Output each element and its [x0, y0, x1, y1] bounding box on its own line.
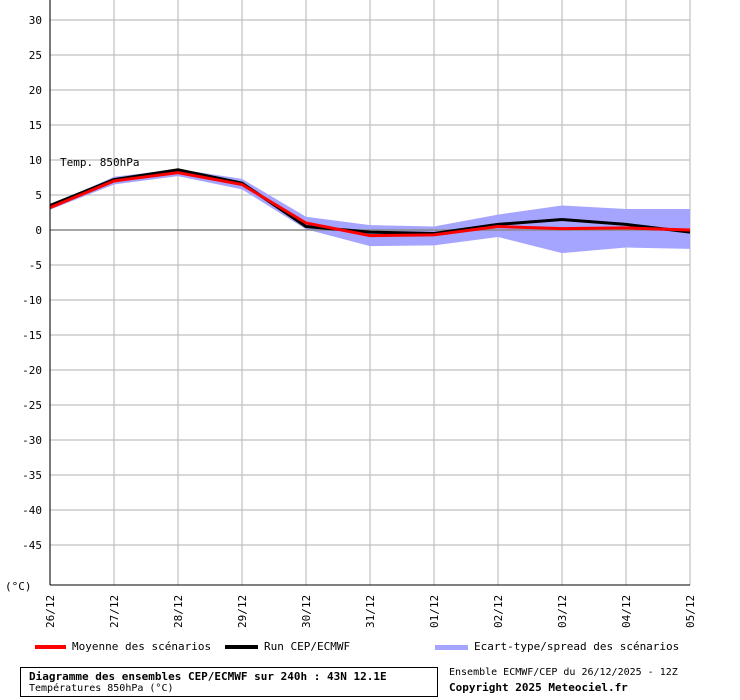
x-tick-label: 31/12 [364, 595, 377, 628]
y-tick-label: -20 [22, 364, 42, 377]
y-tick-label: 30 [29, 14, 42, 27]
y-tick-label: 0 [35, 224, 42, 237]
legend-label-run: Run CEP/ECMWF [264, 640, 351, 653]
legend-item-mean: Moyenne des scénarios [35, 640, 211, 654]
legend-item-run: Run CEP/ECMWF [225, 640, 350, 654]
y-tick-label: -25 [22, 399, 42, 412]
y-tick-label: 10 [29, 154, 42, 167]
x-tick-labels: 26/12 27/12 28/12 29/12 30/12 31/12 01/12 02/12… [44, 595, 697, 628]
y-tick-label: 20 [29, 84, 42, 97]
x-tick-label: 27/12 [108, 595, 121, 628]
x-tick-label: 01/12 [428, 595, 441, 628]
legend-label-mean: Moyenne des scénarios [72, 640, 212, 653]
ensemble-chart: 30 25 20 15 10 5 0 -5 -10 -15 -20 -25 -30 -35 -40 -45 2… [5, 0, 697, 628]
footer-info: Ensemble ECMWF/CEP du 26/12/2025 - 12Z C… [449, 666, 737, 696]
y-tick-label: 5 [35, 189, 42, 202]
y-tick-label: -45 [22, 539, 42, 552]
footer-run-info: Ensemble ECMWF/CEP du 26/12/2025 - 12Z [449, 667, 678, 678]
footer-title-box: Diagramme des ensembles CEP/ECMWF sur 24… [20, 667, 438, 697]
x-tick-label: 03/12 [556, 595, 569, 628]
legend-swatch-run [225, 645, 258, 649]
y-tick-label: 25 [29, 49, 42, 62]
y-tick-label: -15 [22, 329, 42, 342]
x-tick-label: 28/12 [172, 595, 185, 628]
series-label: Temp. 850hPa [60, 156, 139, 169]
y-tick-labels: 30 25 20 15 10 5 0 -5 -10 -15 -20 -25 -30 -35 -40 -45 [22, 14, 42, 552]
footer-title: Diagramme des ensembles CEP/ECMWF sur 24… [29, 670, 387, 683]
y-unit-label: (°C) [5, 580, 32, 593]
footer-copyright: Copyright 2025 Meteociel.fr [449, 681, 628, 694]
legend-swatch-mean [35, 645, 66, 649]
spread-band [50, 169, 690, 254]
y-tick-label: -40 [22, 504, 42, 517]
legend-swatch-spread [435, 644, 468, 650]
legend: Moyenne des scénarios Run CEP/ECMWF Ecar… [0, 640, 740, 656]
legend-item-spread: Ecart-type/spread des scénarios [435, 640, 679, 654]
x-tick-label: 30/12 [300, 595, 313, 628]
legend-label-spread: Ecart-type/spread des scénarios [474, 640, 680, 653]
x-tick-label: 02/12 [492, 595, 505, 628]
y-tick-label: -35 [22, 469, 42, 482]
footer-subtitle: Températures 850hPa (°C) [29, 683, 174, 694]
chart-axes [49, 0, 690, 586]
series-line-mean [49, 171, 691, 238]
x-tick-label: 26/12 [44, 595, 57, 628]
chart-grid [49, 0, 691, 585]
x-tick-label: 04/12 [620, 595, 633, 628]
series-line-run [49, 168, 691, 236]
y-tick-label: -30 [22, 434, 42, 447]
x-tick-label: 05/12 [684, 595, 697, 628]
x-tick-label: 29/12 [236, 595, 249, 628]
y-tick-label: 15 [29, 119, 42, 132]
y-tick-label: -5 [29, 259, 42, 272]
y-tick-label: -10 [22, 294, 42, 307]
